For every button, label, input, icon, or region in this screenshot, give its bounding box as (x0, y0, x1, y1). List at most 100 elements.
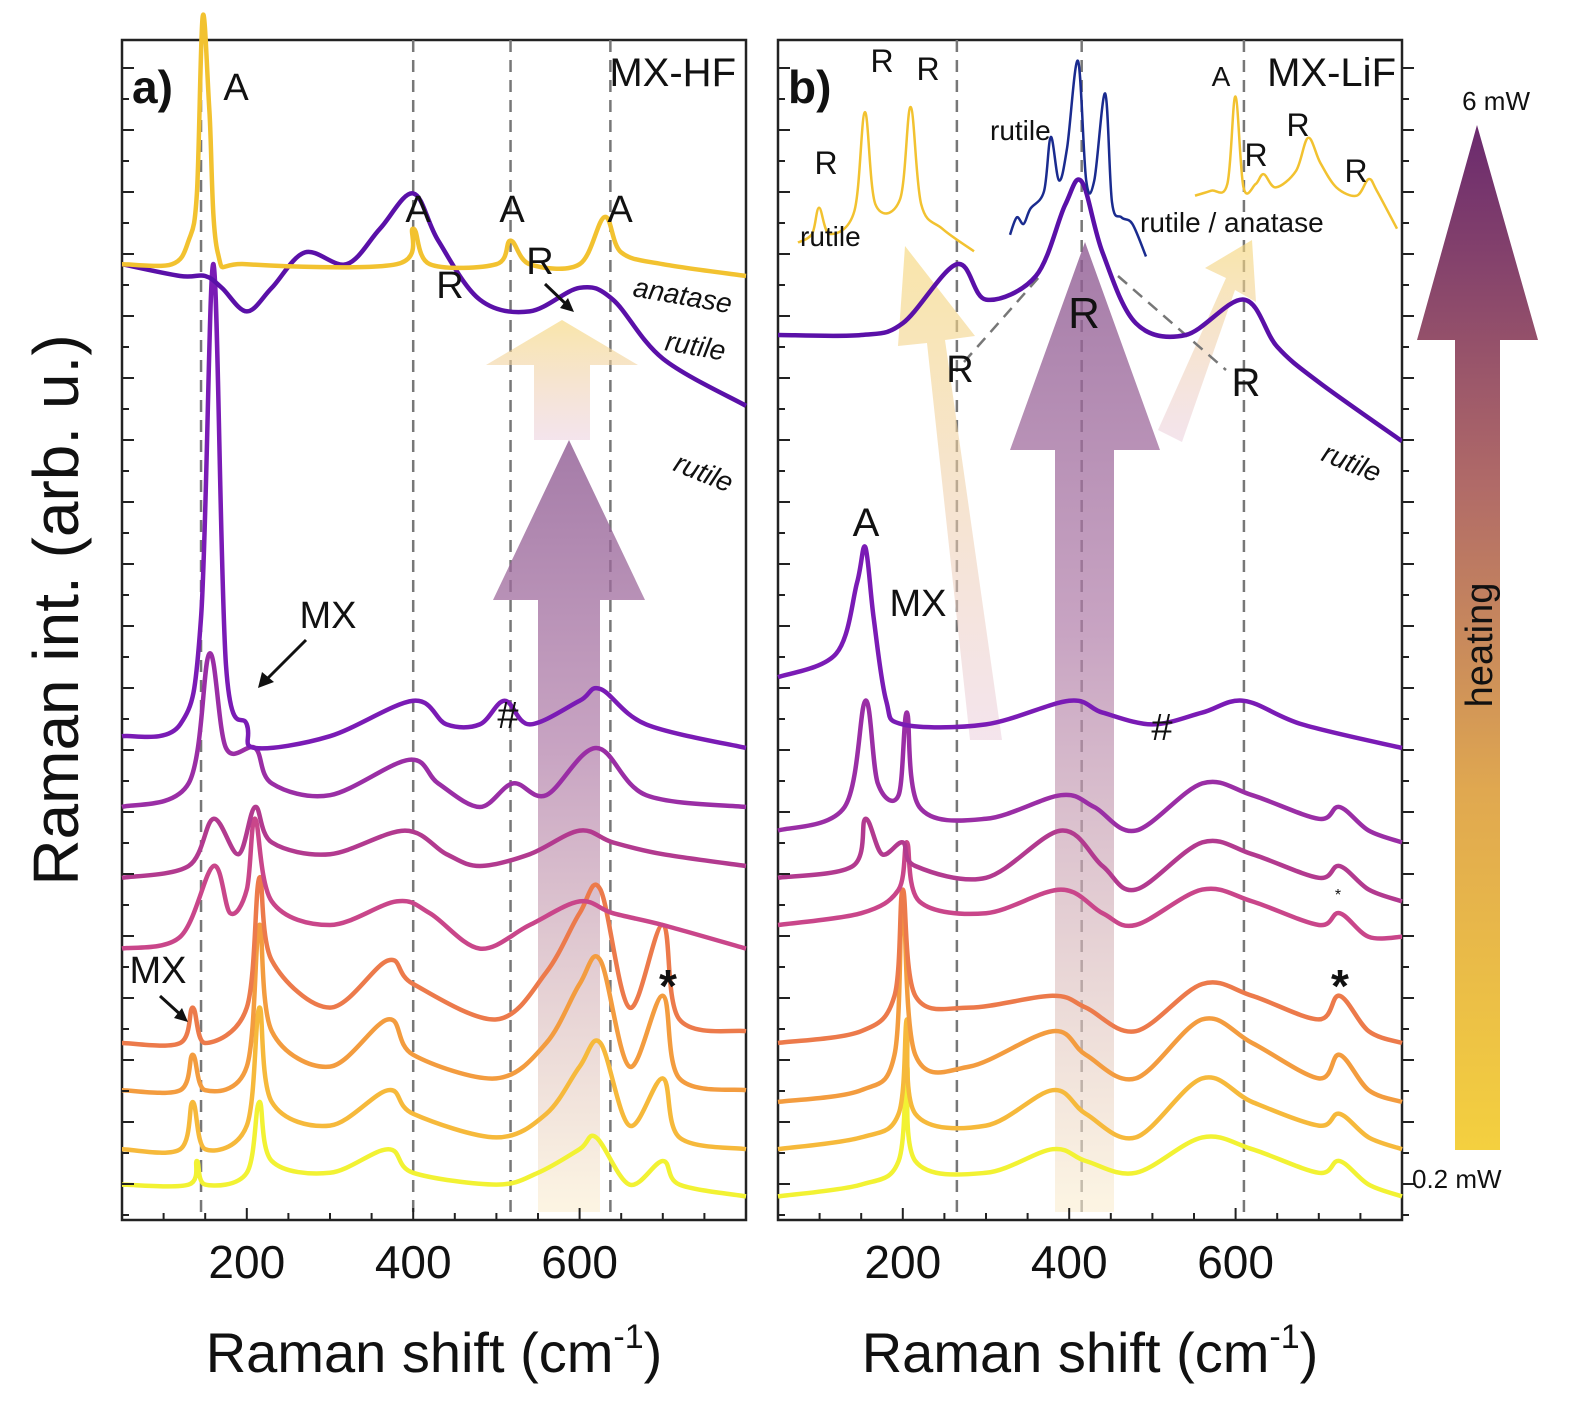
a-annot-anatase-400: A (405, 189, 431, 231)
a-annot-rutile-arrow: R (526, 241, 553, 283)
panel-b-frame (776, 38, 1404, 1222)
b-annot-rutile-415: R (1068, 289, 1100, 338)
x-tick-label-600: 600 (541, 1236, 618, 1288)
a-mx-lower-pointer-head (174, 1008, 188, 1022)
b-inset-left-r3: R (916, 51, 939, 87)
inset-spectrum-2 (1194, 95, 1399, 230)
spectrum-step-8 (777, 544, 1403, 751)
panel-a-small-arrow (486, 320, 638, 440)
b-inset-left-r2: R (870, 43, 893, 79)
b-annot-rutile-610: R (1232, 361, 1261, 405)
panel-b-large-arrow (1010, 242, 1160, 1212)
panel-b-right-arrow (1158, 240, 1256, 442)
panel-a-large-arrow (493, 440, 645, 1212)
panel-b-x-label-text: Raman shift (cm (862, 1321, 1270, 1384)
heating-colorbar: 6 mW 0.2 mW heating (1412, 86, 1538, 1194)
panel-b-x-label-sup: -1 (1269, 1318, 1299, 1356)
inset-spectrum-1 (1008, 59, 1148, 257)
x-tick-label-600: 600 (1197, 1236, 1274, 1288)
a-rutile-pointer (543, 282, 570, 308)
b-annot-star-small: * (1335, 887, 1341, 904)
a-annot-anatase-517: A (499, 189, 525, 231)
panel-b-title: MX-LiF (1267, 51, 1396, 95)
b-inset-right-r1: R (1244, 137, 1267, 173)
colorbar-title: heating (1459, 583, 1501, 708)
panel-a-spectra (121, 12, 748, 1199)
panel-a-heating-arrows (486, 320, 645, 1212)
x-tick-label-400: 400 (1031, 1236, 1108, 1288)
b-annot-mx: MX (890, 583, 947, 625)
spectrum-rutile (777, 177, 1404, 444)
panel-b: b) MX-LiF A MX R R R # * * rutile rutile… (776, 38, 1414, 1384)
a-rutile-pointer-head (560, 298, 574, 312)
panel-b-left-arrow (898, 246, 1002, 740)
panel-a-label: a) (132, 61, 173, 113)
spectrum-step-5 (121, 816, 747, 951)
b-inset-right-label: rutile / anatase (1140, 207, 1324, 238)
panel-b-x-label: Raman shift (cm-1) (862, 1318, 1319, 1384)
b-inset-left-label: rutile (800, 221, 861, 252)
spectrum-step-3 (777, 899, 1403, 1105)
a-annot-rutile-yellow: rutile (663, 325, 728, 366)
spectrum-step-2 (777, 1017, 1403, 1152)
a-annot-rutile-purple: rutile (670, 447, 738, 498)
panel-b-x-label-close: ) (1300, 1321, 1319, 1384)
panel-b-x-tick-labels: 200 400 600 (864, 1236, 1274, 1288)
b-inset-connector-right (1117, 275, 1227, 371)
a-annot-anatase-text: anatase (631, 271, 735, 319)
spectrum-step-8 (121, 261, 747, 751)
a-annot-mx-lower: MX (130, 950, 187, 992)
panel-a-title: MX-HF (609, 51, 736, 95)
spectrum-0.2-mW (777, 1064, 1403, 1199)
spectrum-step-4 (121, 875, 747, 1048)
x-tick-label-200: 200 (864, 1236, 941, 1288)
b-annot-anatase: A (853, 501, 880, 545)
b-inset-right-r2: R (1286, 107, 1309, 143)
b-inset-left-r1: R (814, 145, 837, 181)
a-annot-mx-upper: MX (300, 595, 357, 637)
panel-a: a) MX-HF A A A A R R MX MX # * anatase r… (120, 12, 748, 1384)
a-annot-anatase-637: A (607, 189, 633, 231)
a-mx-upper-pointer-head (258, 672, 274, 688)
b-annot-hash: # (1151, 707, 1172, 749)
spectrum-step-3 (121, 922, 747, 1096)
spectrum-step-7 (777, 698, 1403, 845)
b-inset-right-r3: R (1344, 153, 1367, 189)
spectrum-step-4 (777, 887, 1403, 1046)
a-annot-rutile-440: R (436, 265, 463, 307)
y-axis-label: Raman int. (arb. u.) (20, 334, 92, 885)
panel-a-x-tick-labels: 200 400 600 (208, 1236, 618, 1288)
colorbar-arrow (1417, 125, 1538, 1150)
spectrum-rutile (121, 191, 748, 408)
a-annot-anatase-peak: A (223, 67, 249, 109)
panel-b-insets (797, 59, 1399, 257)
panel-b-spectra (777, 177, 1404, 1199)
colorbar-bottom-label: 0.2 mW (1412, 1164, 1502, 1194)
x-tick-label-200: 200 (208, 1236, 285, 1288)
spectrum-anatase (121, 12, 747, 279)
inset-spectrum-0 (797, 105, 975, 253)
panel-a-x-label-sup: -1 (613, 1318, 643, 1356)
panel-b-heating-arrows (898, 240, 1256, 1212)
spectrum-step-7 (121, 651, 747, 810)
b-annot-rutile-265: R (946, 349, 973, 391)
b-annot-star-large: * (1331, 960, 1349, 1012)
x-tick-label-400: 400 (375, 1236, 452, 1288)
panel-a-frame (120, 38, 748, 1222)
b-inset-right-a: A (1212, 61, 1231, 92)
spectrum-step-6 (777, 816, 1403, 904)
b-annot-rutile-purple: rutile (1318, 437, 1386, 488)
spectrum-step-2 (121, 1005, 747, 1155)
panel-a-x-label-text: Raman shift (cm (206, 1321, 614, 1384)
panel-a-ticks (122, 67, 706, 1220)
panel-a-x-label: Raman shift (cm-1) (206, 1318, 663, 1384)
panel-b-label: b) (788, 61, 831, 113)
a-annot-star: * (659, 960, 677, 1012)
a-annot-hash: # (497, 695, 518, 737)
spectrum-step-5 (777, 840, 1403, 941)
panel-a-x-label-close: ) (644, 1321, 663, 1384)
spectrum-step-6 (121, 804, 747, 881)
a-mx-upper-pointer (264, 638, 308, 682)
colorbar-top-label: 6 mW (1462, 86, 1530, 116)
